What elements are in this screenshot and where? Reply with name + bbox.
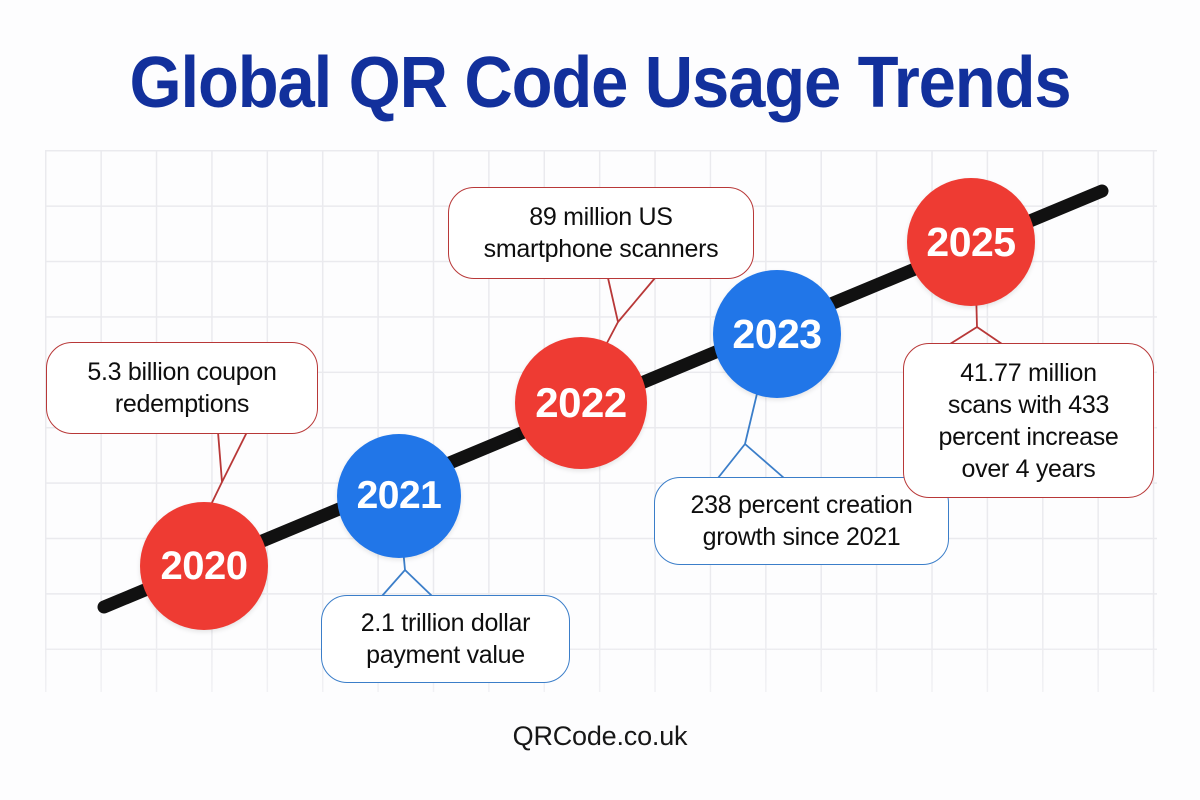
connector-2023-b: [744, 443, 785, 479]
callout-2021[interactable]: 2.1 trillion dollar payment value: [321, 595, 570, 683]
callout-2020-line2: redemptions: [114, 390, 250, 418]
callout-2023-text: 238 percent creation growth since 2021: [691, 489, 913, 553]
year-node-2023-label: 2023: [732, 310, 822, 357]
connector-2020-b: [221, 431, 248, 483]
callout-2025-line2: scans with 433: [947, 390, 1110, 419]
callout-2022[interactable]: 89 million US smartphone scanners: [448, 187, 754, 279]
callout-2022-text: 89 million US smartphone scanners: [484, 201, 719, 265]
connector-2023: [717, 380, 761, 479]
year-node-2022[interactable]: 2022: [515, 337, 647, 469]
year-node-2025[interactable]: 2025: [907, 178, 1035, 306]
callout-2021-line2: payment value: [366, 641, 525, 669]
callout-2023-line2: growth since 2021: [702, 523, 901, 551]
callout-2020[interactable]: 5.3 billion coupon redemptions: [46, 342, 318, 434]
callout-2021-text: 2.1 trillion dollar payment value: [360, 607, 531, 671]
connector-2021-b: [404, 569, 433, 597]
callout-2025-text: 41.77 million scans with 433 percent inc…: [938, 357, 1118, 485]
callout-2022-line1: 89 million US: [529, 203, 673, 231]
callout-2020-text: 5.3 billion coupon redemptions: [87, 356, 277, 420]
callout-2025-line4: over 4 years: [961, 454, 1096, 483]
callout-2020-line1: 5.3 billion coupon: [87, 358, 277, 386]
year-node-2022-label: 2022: [535, 379, 627, 426]
callout-2023-line1: 238 percent creation: [690, 491, 913, 519]
year-node-2020-label: 2020: [160, 543, 248, 588]
year-node-2025-label: 2025: [926, 218, 1016, 265]
callout-2023[interactable]: 238 percent creation growth since 2021: [654, 477, 949, 565]
connector-2025-b: [976, 326, 1003, 345]
callout-2022-line2: smartphone scanners: [483, 235, 719, 263]
year-node-2021-label: 2021: [356, 474, 442, 517]
connector-2022-b: [617, 277, 656, 323]
callout-2025-line1: 41.77 million: [960, 358, 1097, 387]
callout-2025-line3: percent increase: [938, 422, 1119, 451]
callout-2021-line1: 2.1 trillion dollar: [360, 609, 531, 637]
year-node-2023[interactable]: 2023: [713, 270, 841, 398]
footer-attribution[interactable]: QRCode.co.uk: [512, 721, 688, 751]
page-title: Global QR Code Usage Trends: [129, 43, 1072, 123]
year-node-2020[interactable]: 2020: [140, 502, 268, 630]
year-node-2021[interactable]: 2021: [337, 434, 461, 558]
callout-2025[interactable]: 41.77 million scans with 433 percent inc…: [903, 343, 1154, 498]
